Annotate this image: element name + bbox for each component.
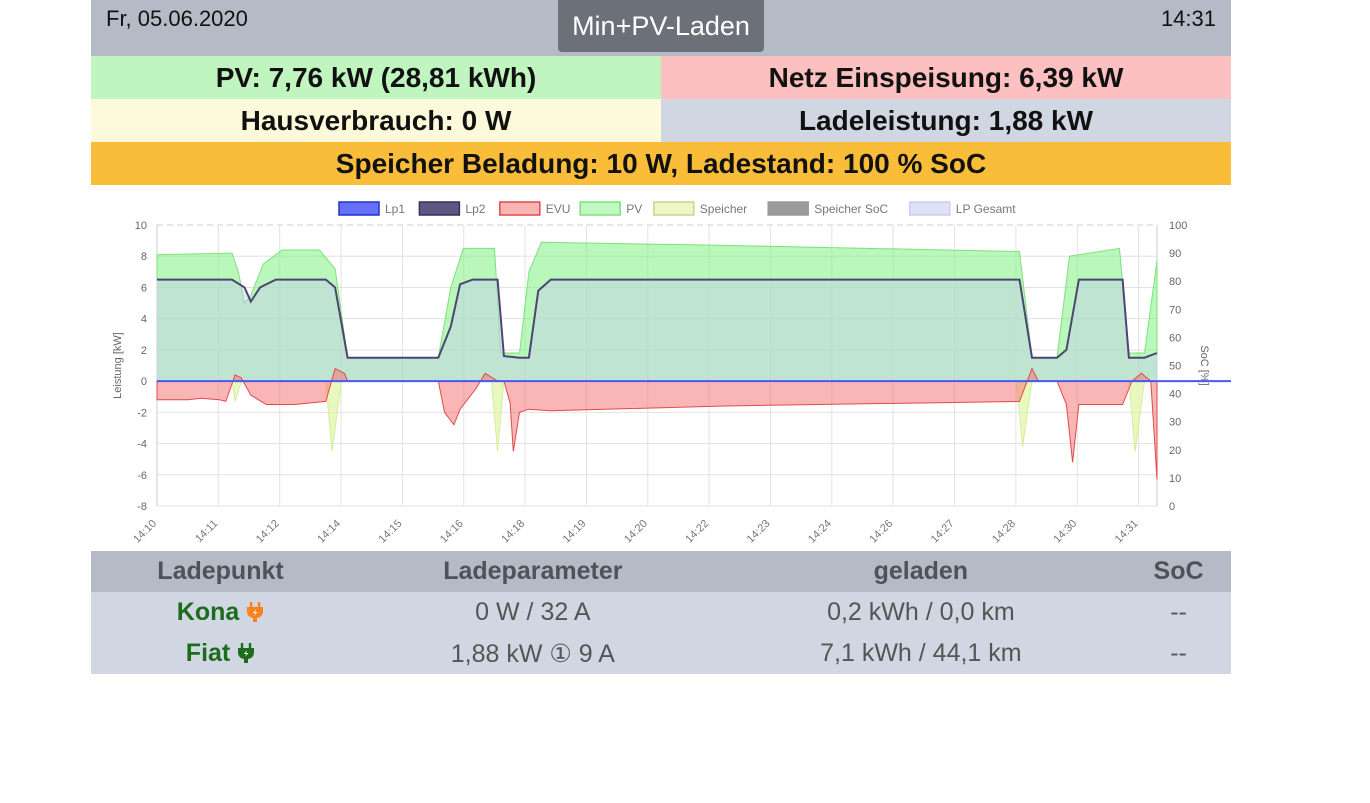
header-ladeparameter: Ladeparameter (350, 551, 716, 592)
series-lp2 (157, 278, 1158, 359)
charge-parameter: 1,88 kW ① 9 A (350, 633, 716, 674)
y-tick-label: 8 (141, 251, 147, 263)
chargepoint-name[interactable]: Kona (176, 598, 240, 626)
soc-value: -- (1126, 592, 1231, 633)
y-tick-label: -8 (137, 501, 147, 513)
grid-status: Netz Einspeisung: 6,39 kW (661, 56, 1231, 99)
y-tick-label: -2 (137, 407, 147, 419)
series-pv (156, 241, 1158, 382)
chargepoint-cell: Kona (91, 592, 351, 633)
y2-tick-label: 0 (1169, 501, 1175, 513)
charged-amount: 7,1 kWh / 44,1 km (715, 633, 1127, 674)
charge-mode-button[interactable]: Min+PV-Laden (558, 0, 764, 52)
top-bar: Fr, 05.06.2020 Min+PV-Laden 14:31 (91, 0, 1231, 56)
x-tick-label: 14:23 (745, 518, 773, 546)
x-tick-label: 14:30 (1051, 518, 1079, 546)
x-tick-label: 14:31 (1113, 518, 1141, 546)
legend-swatch (338, 201, 380, 216)
x-tick-label: 14:19 (561, 518, 589, 546)
house-consumption-status: Hausverbrauch: 0 W (91, 99, 661, 142)
x-tick-label: 14:24 (806, 518, 834, 546)
x-tick-label: 14:14 (315, 518, 343, 546)
x-tick-label: 14:28 (990, 518, 1018, 546)
charging-power-status: Ladeleistung: 1,88 kW (661, 99, 1231, 142)
table-row[interactable]: Kona 0 W / 32 A 0,2 kWh / 0,0 km -- (91, 592, 1231, 633)
legend-label: Lp2 (465, 202, 485, 216)
legend-label: PV (626, 202, 642, 216)
y-axis-title: Leistung [kW] (112, 332, 124, 399)
app: Fr, 05.06.2020 Min+PV-Laden 14:31 PV: 7,… (91, 0, 1370, 674)
legend-swatch (767, 201, 809, 216)
chargepoint-name[interactable]: Fiat (185, 639, 231, 667)
plug-icon (247, 602, 264, 622)
legend-swatch (418, 201, 461, 216)
header-ladepunkt: Ladepunkt (91, 551, 351, 592)
y2-tick-label: 100 (1169, 220, 1187, 232)
y2-tick-label: 70 (1169, 304, 1181, 316)
series-lp-gesamt (156, 279, 1158, 382)
y2-tick-label: 20 (1169, 445, 1181, 457)
date-label: Fr, 05.06.2020 (106, 6, 248, 31)
soc-value: -- (1126, 633, 1231, 674)
y2-tick-label: 10 (1169, 473, 1181, 485)
x-tick-label: 14:15 (377, 518, 405, 546)
x-tick-label: 14:12 (254, 518, 282, 546)
legend-swatch (909, 201, 951, 216)
x-tick-label: 14:18 (499, 518, 527, 546)
y2-axis-title: SoC [%] (1198, 345, 1210, 385)
charge-parameter: 0 W / 32 A (350, 592, 716, 633)
plug-icon (238, 643, 255, 663)
legend-swatch (499, 201, 541, 216)
y-tick-label: 4 (141, 314, 147, 326)
power-chart-svg: 1086420-2-4-6-8100908070605040302010014:… (112, 201, 1370, 546)
charge-points-table: Ladepunkt Ladeparameter geladen SoC Kona… (91, 551, 1231, 674)
x-tick-label: 14:20 (622, 518, 650, 546)
y-tick-label: -4 (137, 439, 147, 451)
y-tick-label: 2 (141, 345, 147, 357)
y2-tick-label: 90 (1169, 248, 1181, 260)
legend-label: LP Gesamt (956, 202, 1016, 216)
series-evu (156, 367, 1158, 480)
x-tick-label: 14:26 (867, 518, 895, 546)
x-tick-label: 14:16 (438, 518, 466, 546)
x-tick-label: 14:11 (193, 518, 220, 545)
y-tick-label: 0 (141, 376, 147, 388)
y-tick-label: -6 (137, 470, 147, 482)
table-row[interactable]: Fiat 1,88 kW ① 9 A 7,1 kWh / 44,1 km -- (91, 633, 1231, 674)
clock-label: 14:31 (1160, 6, 1216, 31)
legend-label: Lp1 (385, 202, 405, 216)
legend-swatch (579, 201, 621, 216)
y2-tick-label: 50 (1169, 361, 1181, 373)
storage-status: Speicher Beladung: 10 W, Ladestand: 100 … (91, 142, 1231, 185)
legend-label: Speicher SoC (814, 202, 888, 216)
charged-amount: 0,2 kWh / 0,0 km (715, 592, 1127, 633)
x-tick-label: 14:22 (683, 518, 711, 546)
y2-tick-label: 80 (1169, 276, 1181, 288)
y-tick-label: 10 (135, 220, 147, 232)
legend-label: EVU (546, 202, 571, 216)
y-tick-label: 6 (141, 282, 147, 294)
chargepoint-cell: Fiat (91, 633, 351, 674)
x-tick-label: 14:27 (929, 518, 957, 546)
y2-tick-label: 30 (1169, 417, 1181, 429)
power-chart: 10 8 6 4 2 0 -2 -4 -6 -8 100 90 80 70 60 50 40 30 20 10 0 14:… (91, 185, 1370, 551)
header-soc: SoC (1126, 551, 1231, 592)
series-speicher (156, 380, 1158, 452)
legend-label: Speicher (700, 202, 747, 216)
pv-status: PV: 7,76 kW (28,81 kWh) (91, 56, 661, 99)
header-geladen: geladen (715, 551, 1127, 592)
legend-swatch (653, 201, 695, 216)
y2-tick-label: 60 (1169, 332, 1181, 344)
y2-tick-label: 40 (1169, 389, 1181, 401)
x-tick-label: 14:10 (131, 518, 159, 546)
